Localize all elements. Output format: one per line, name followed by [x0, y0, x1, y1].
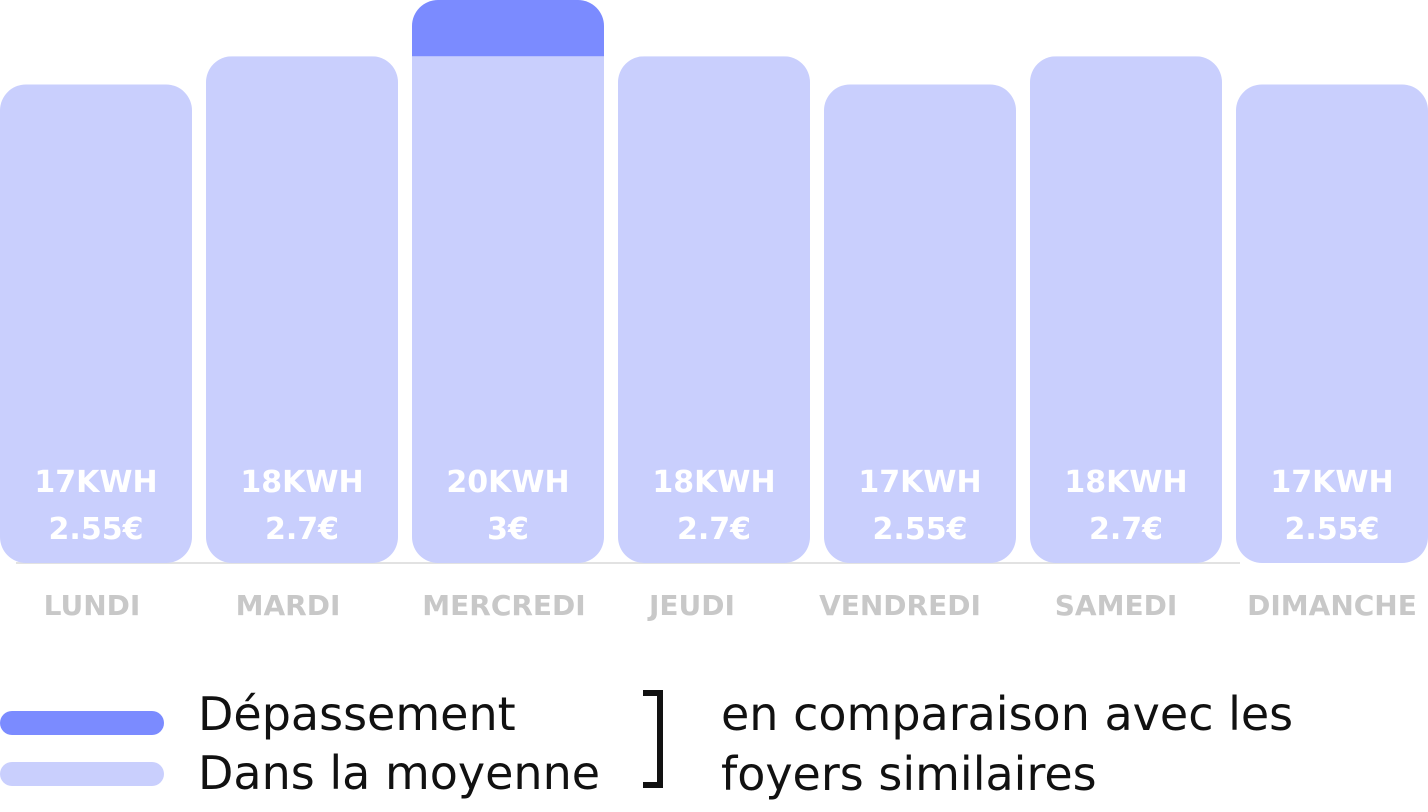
- bar-value-label: 17KWH: [1270, 465, 1393, 500]
- bar-depassement-mercredi: [412, 0, 604, 57]
- bar-dans-la-moyenne-lundi: [0, 84, 192, 563]
- bar-dans-la-moyenne-mercredi: [412, 56, 604, 563]
- bar-cost-label: 3€: [487, 512, 529, 547]
- comparison-note: en comparaison avec les foyers similaire…: [721, 684, 1293, 804]
- bar-value-label: 20KWH: [446, 465, 569, 500]
- legend-swatch-dans-la-moyenne: [0, 762, 164, 786]
- x-tick-label: JEUDI: [647, 589, 735, 622]
- bar-dans-la-moyenne-jeudi: [618, 56, 810, 564]
- legend: Dépassement Dans la moyenne: [0, 687, 620, 800]
- bar-dans-la-moyenne-samedi: [1030, 56, 1222, 564]
- bar-group-lundi: 17KWH 2.55€: [0, 84, 192, 563]
- comparison-line-2: foyers similaires: [721, 747, 1097, 801]
- legend-swatch-depassement: [0, 711, 164, 735]
- x-tick-label: MERCREDI: [422, 589, 585, 622]
- bar-dans-la-moyenne-mardi: [206, 56, 398, 564]
- bar-cost-label: 2.7€: [677, 512, 751, 547]
- bar-cost-label: 2.55€: [873, 512, 968, 547]
- x-tick-label: MARDI: [236, 589, 341, 622]
- bar-cost-label: 2.7€: [1089, 512, 1163, 547]
- x-tick-label: VENDREDI: [819, 589, 981, 622]
- bar-group-samedi: 18KWH 2.7€: [1030, 56, 1222, 564]
- bar-value-label: 18KWH: [652, 465, 775, 500]
- consumption-bar-chart: 17KWH 2.55€ 18KWH 2.7€ 20KWH 3€ 18KWH 2.7€ 17KWH…: [0, 0, 1428, 622]
- bar-group-vendredi: 17KWH 2.55€: [824, 84, 1016, 563]
- bar-cost-label: 2.55€: [49, 512, 144, 547]
- bar-cost-label: 2.7€: [265, 512, 339, 547]
- bar-value-label: 18KWH: [240, 465, 363, 500]
- legend-label-depassement: Dépassement: [198, 687, 516, 741]
- comparison-line-1: en comparaison avec les: [721, 687, 1294, 741]
- x-tick-label: DIMANCHE: [1247, 589, 1417, 622]
- legend-bracket: [643, 690, 663, 788]
- bar-group-mercredi: 20KWH 3€: [412, 0, 604, 563]
- bar-dans-la-moyenne-vendredi: [824, 84, 1016, 563]
- bar-value-label: 18KWH: [1064, 465, 1187, 500]
- legend-label-dans-la-moyenne: Dans la moyenne: [198, 746, 601, 800]
- bar-value-label: 17KWH: [858, 465, 981, 500]
- bar-group-jeudi: 18KWH 2.7€: [618, 56, 810, 564]
- x-tick-label: SAMEDI: [1055, 589, 1178, 622]
- x-tick-label: LUNDI: [44, 589, 141, 622]
- bar-cost-label: 2.55€: [1285, 512, 1380, 547]
- bar-group-mardi: 18KWH 2.7€: [206, 56, 398, 564]
- bar-group-dimanche: 17KWH 2.55€: [1236, 84, 1428, 563]
- bar-value-label: 17KWH: [34, 465, 157, 500]
- bar-dans-la-moyenne-dimanche: [1236, 84, 1428, 563]
